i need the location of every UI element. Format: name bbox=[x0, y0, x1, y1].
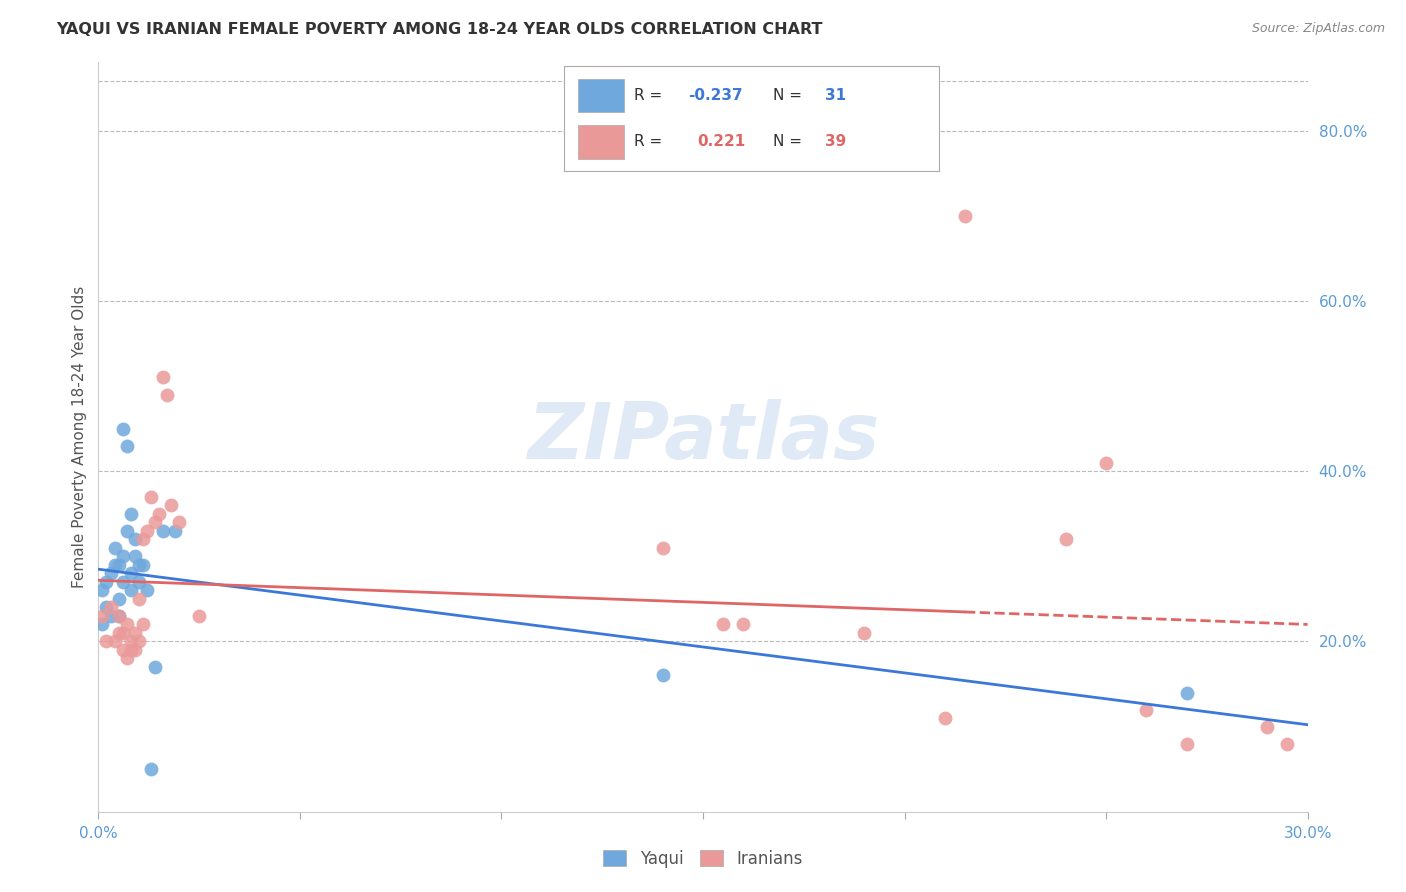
Point bbox=[115, 439, 138, 453]
Point bbox=[103, 558, 125, 572]
Point bbox=[115, 617, 138, 632]
Point bbox=[103, 541, 125, 555]
Point bbox=[1175, 685, 1198, 699]
Point bbox=[111, 643, 134, 657]
Point bbox=[128, 591, 150, 606]
Point bbox=[132, 533, 155, 547]
Point bbox=[1277, 737, 1299, 751]
Point bbox=[132, 558, 155, 572]
Point bbox=[953, 209, 976, 223]
Point bbox=[1135, 702, 1157, 716]
Point bbox=[91, 617, 114, 632]
Point bbox=[651, 541, 673, 555]
Point bbox=[128, 558, 150, 572]
Legend: Yaqui, Iranians: Yaqui, Iranians bbox=[596, 843, 810, 874]
Point bbox=[100, 608, 122, 623]
Point bbox=[139, 490, 162, 504]
FancyBboxPatch shape bbox=[564, 66, 939, 171]
Text: YAQUI VS IRANIAN FEMALE POVERTY AMONG 18-24 YEAR OLDS CORRELATION CHART: YAQUI VS IRANIAN FEMALE POVERTY AMONG 18… bbox=[56, 22, 823, 37]
Text: 31: 31 bbox=[825, 88, 846, 103]
Point bbox=[651, 668, 673, 682]
Text: ZIPatlas: ZIPatlas bbox=[527, 399, 879, 475]
Point bbox=[120, 507, 142, 521]
Point bbox=[111, 421, 134, 435]
Point bbox=[115, 524, 138, 538]
Point bbox=[139, 762, 162, 776]
Text: R =: R = bbox=[634, 88, 668, 103]
Point bbox=[934, 711, 956, 725]
Point bbox=[120, 643, 142, 657]
Point bbox=[143, 660, 166, 674]
Point bbox=[160, 498, 183, 512]
Point bbox=[132, 617, 155, 632]
Text: -0.237: -0.237 bbox=[689, 88, 744, 103]
Point bbox=[107, 608, 129, 623]
Point bbox=[107, 591, 129, 606]
Point bbox=[107, 558, 129, 572]
Point bbox=[1256, 720, 1278, 734]
Text: 39: 39 bbox=[825, 134, 846, 149]
Y-axis label: Female Poverty Among 18-24 Year Olds: Female Poverty Among 18-24 Year Olds bbox=[72, 286, 87, 588]
Point bbox=[124, 626, 146, 640]
FancyBboxPatch shape bbox=[578, 125, 624, 159]
Point bbox=[107, 608, 129, 623]
Point bbox=[128, 634, 150, 648]
Point bbox=[124, 533, 146, 547]
Point bbox=[188, 608, 211, 623]
Point bbox=[107, 626, 129, 640]
Point bbox=[135, 524, 157, 538]
Text: 0.221: 0.221 bbox=[697, 134, 745, 149]
Point bbox=[1054, 533, 1077, 547]
Point bbox=[96, 600, 118, 615]
Point bbox=[91, 583, 114, 598]
Point bbox=[167, 515, 190, 529]
Point bbox=[111, 626, 134, 640]
Point bbox=[124, 643, 146, 657]
Text: Source: ZipAtlas.com: Source: ZipAtlas.com bbox=[1251, 22, 1385, 36]
Point bbox=[156, 387, 179, 401]
Text: R =: R = bbox=[634, 134, 668, 149]
Point bbox=[128, 574, 150, 589]
Point bbox=[1095, 456, 1118, 470]
Point bbox=[853, 626, 876, 640]
Point bbox=[120, 583, 142, 598]
Point bbox=[1175, 737, 1198, 751]
Point bbox=[111, 549, 134, 564]
Text: N =: N = bbox=[773, 88, 807, 103]
Point bbox=[115, 651, 138, 665]
Point bbox=[100, 566, 122, 581]
Point bbox=[103, 634, 125, 648]
Point bbox=[135, 583, 157, 598]
Point bbox=[91, 608, 114, 623]
Point bbox=[111, 574, 134, 589]
Point bbox=[120, 566, 142, 581]
Point bbox=[143, 515, 166, 529]
Point bbox=[96, 634, 118, 648]
FancyBboxPatch shape bbox=[578, 78, 624, 112]
Point bbox=[163, 524, 186, 538]
Point bbox=[120, 634, 142, 648]
Point bbox=[96, 574, 118, 589]
Point bbox=[100, 600, 122, 615]
Text: N =: N = bbox=[773, 134, 807, 149]
Point bbox=[711, 617, 734, 632]
Point bbox=[152, 370, 174, 384]
Point bbox=[124, 549, 146, 564]
Point bbox=[733, 617, 755, 632]
Point bbox=[152, 524, 174, 538]
Point bbox=[148, 507, 170, 521]
